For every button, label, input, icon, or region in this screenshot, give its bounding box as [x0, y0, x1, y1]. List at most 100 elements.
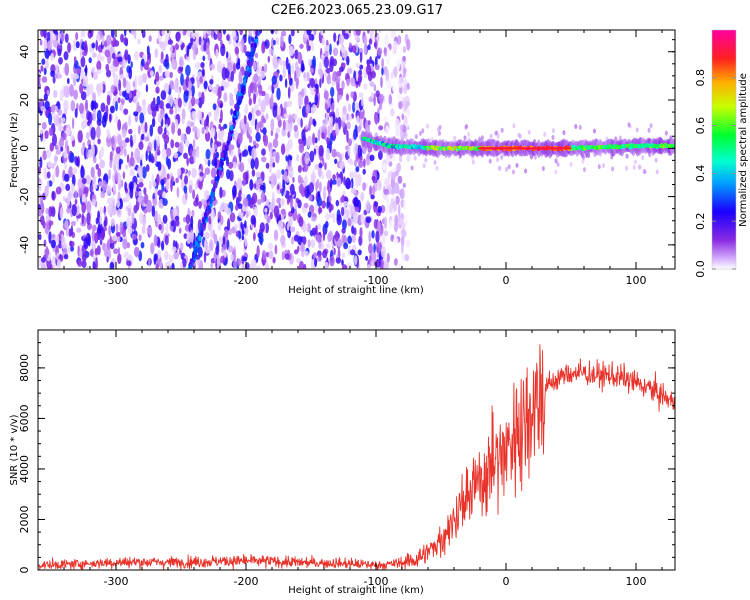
noise-cell: [94, 102, 99, 109]
noise-cell: [122, 171, 126, 180]
noise-cell: [373, 42, 377, 48]
streak-cell: [207, 205, 211, 212]
snr-x-tick-label: -300: [104, 575, 129, 588]
noise-cell: [228, 141, 232, 155]
noise-cell: [210, 230, 213, 238]
noise-cell: [257, 178, 263, 185]
noise-cell: [98, 206, 103, 215]
noise-cell: [70, 100, 76, 112]
streak-cell: [194, 240, 199, 247]
noise-cell: [85, 174, 91, 185]
noise-cell: [401, 126, 405, 132]
noise-cell: [359, 51, 363, 64]
noise-cell: [554, 158, 558, 164]
noise-cell: [206, 30, 212, 36]
noise-cell: [400, 76, 404, 83]
noise-cell: [245, 121, 249, 131]
noise-cell: [110, 64, 115, 73]
noise-cell: [574, 124, 578, 129]
noise-cell: [134, 51, 139, 61]
noise-cell: [211, 30, 214, 39]
noise-cell: [393, 182, 400, 194]
noise-cell: [373, 84, 377, 92]
noise-cell: [265, 113, 269, 120]
noise-cell: [200, 62, 205, 68]
noise-cell: [264, 213, 268, 220]
noise-cell: [238, 162, 245, 173]
noise-cell: [378, 93, 384, 103]
noise-cell: [157, 161, 162, 171]
noise-cell: [328, 186, 331, 198]
noise-cell: [95, 163, 99, 170]
noise-cell: [92, 71, 99, 80]
noise-cell: [323, 188, 326, 201]
spectrogram-x-tick-label: -100: [364, 274, 389, 287]
noise-cell: [324, 162, 327, 171]
streak-cell: [233, 110, 237, 117]
noise-cell: [405, 239, 411, 248]
noise-cell: [179, 65, 184, 72]
noise-cell: [90, 127, 96, 140]
noise-cell: [96, 69, 102, 75]
noise-cell: [156, 95, 161, 106]
noise-cell: [255, 109, 261, 117]
noise-cell: [215, 151, 220, 159]
noise-cell: [234, 224, 238, 230]
noise-cell: [206, 41, 210, 55]
noise-cell: [40, 65, 44, 72]
noise-cell: [124, 181, 127, 192]
noise-cell: [62, 195, 66, 202]
noise-cell: [383, 230, 389, 237]
noise-cell: [70, 225, 74, 237]
noise-cell: [243, 44, 247, 54]
noise-cell: [329, 255, 335, 267]
noise-cell: [269, 146, 273, 159]
noise-cell: [81, 177, 87, 185]
noise-cell: [145, 150, 148, 161]
noise-cell: [240, 221, 243, 230]
noise-cell: [99, 239, 103, 246]
noise-cell: [141, 30, 146, 39]
noise-cell: [209, 147, 215, 155]
noise-cell: [51, 173, 56, 184]
noise-cell: [170, 179, 173, 192]
noise-cell: [267, 242, 274, 250]
noise-cell: [112, 183, 117, 193]
noise-cell: [643, 169, 647, 175]
noise-cell: [109, 105, 115, 114]
noise-cell: [144, 136, 150, 142]
noise-cell: [370, 194, 375, 200]
noise-cell: [117, 134, 122, 145]
noise-cell: [184, 139, 190, 147]
noise-cell: [333, 32, 337, 43]
noise-cell: [156, 249, 162, 259]
noise-cell: [366, 264, 371, 269]
noise-cell: [328, 79, 332, 85]
noise-cell: [244, 237, 248, 247]
noise-cell: [489, 133, 493, 139]
noise-cell: [236, 178, 242, 190]
noise-cell: [355, 166, 360, 173]
noise-cell: [358, 92, 364, 98]
noise-cell: [221, 67, 227, 80]
noise-cell: [130, 30, 135, 35]
noise-cell: [251, 192, 258, 204]
noise-cell: [178, 141, 184, 154]
noise-cell: [136, 183, 140, 193]
noise-cell: [641, 155, 645, 161]
noise-cell: [41, 122, 47, 130]
noise-cell: [380, 246, 386, 258]
streak-cell: [198, 235, 202, 242]
noise-cell: [347, 145, 351, 157]
noise-cell: [303, 162, 309, 173]
noise-cell: [465, 124, 469, 129]
noise-cell: [295, 77, 299, 90]
noise-cell: [518, 133, 522, 139]
noise-cell: [325, 221, 329, 228]
noise-cell: [369, 81, 375, 87]
noise-cell: [159, 108, 165, 120]
noise-cell: [210, 127, 216, 138]
noise-cell: [297, 199, 302, 209]
noise-cell: [562, 130, 566, 136]
noise-cell: [70, 246, 74, 252]
